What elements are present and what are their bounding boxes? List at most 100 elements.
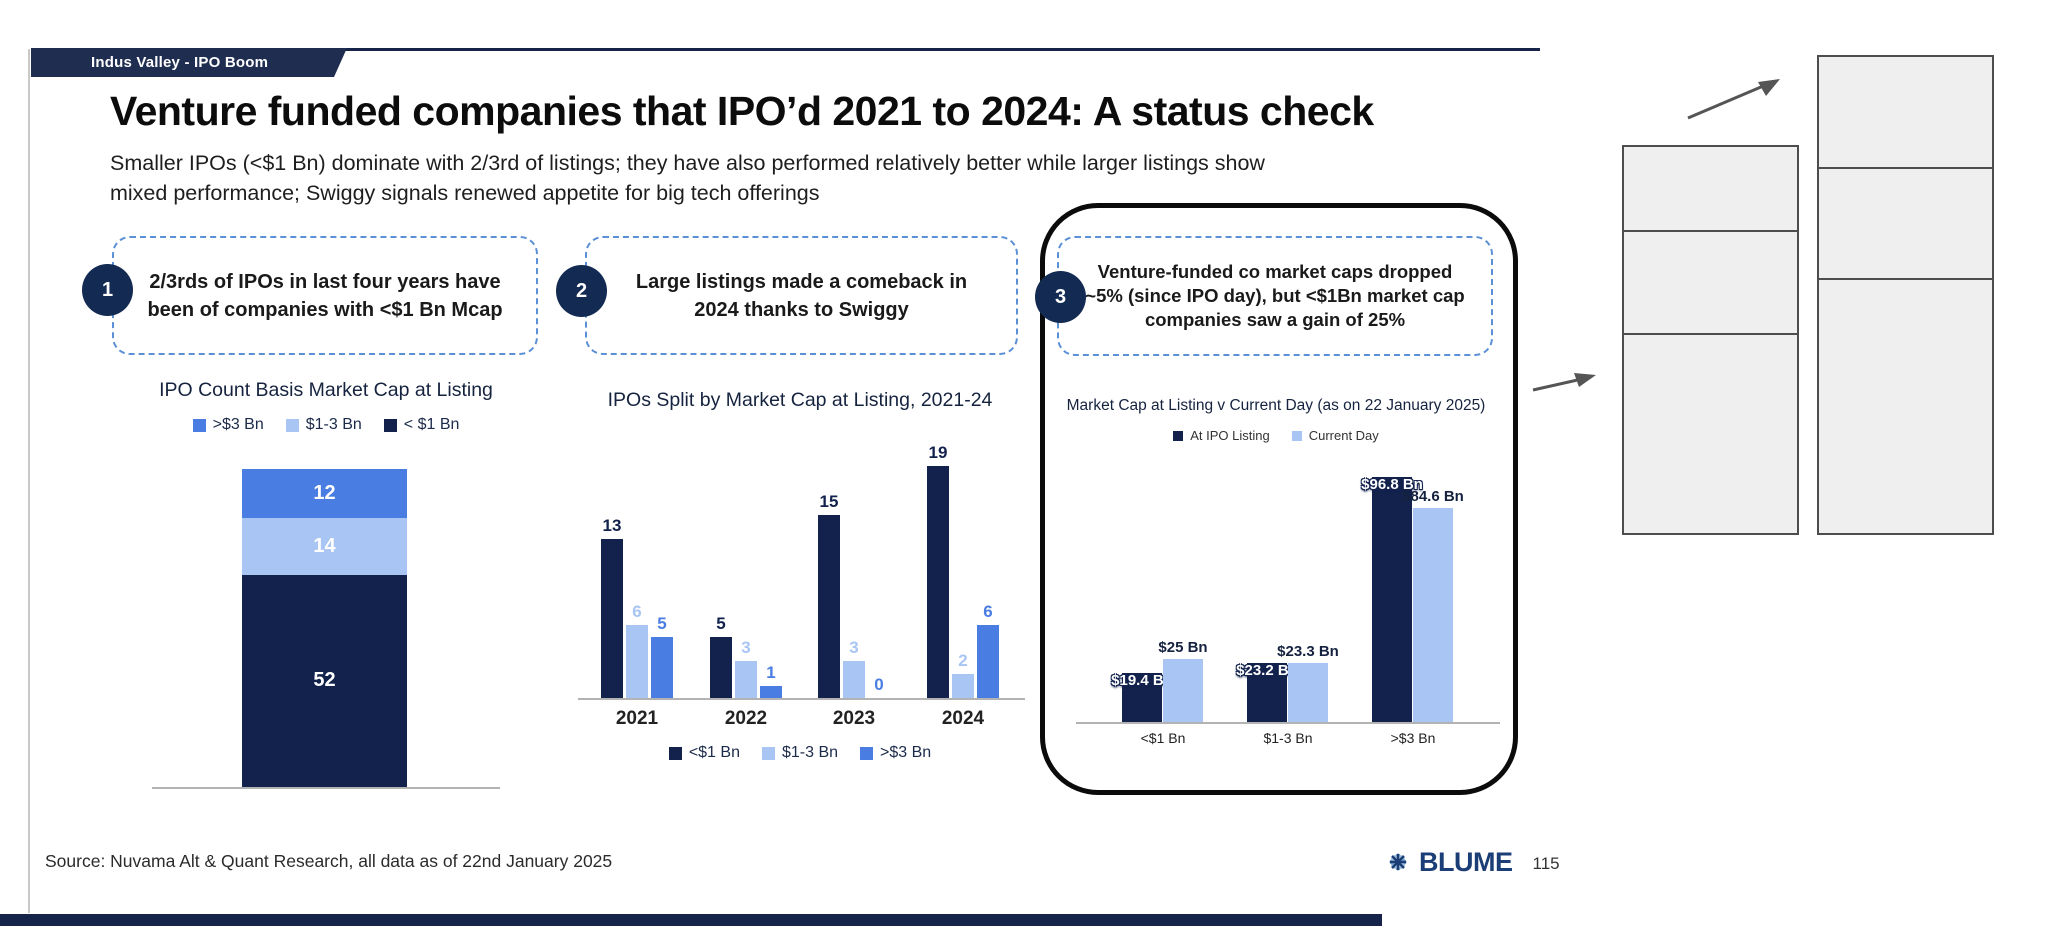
source-note: Source: Nuvama Alt & Quant Research, all… xyxy=(45,851,613,871)
callout-box-2: Large listings made a comeback in 2024 t… xyxy=(585,236,1018,355)
legend-swatch-icon xyxy=(1291,430,1302,441)
section-tab: Indus Valley - IPO Boom xyxy=(31,48,347,77)
legend-item: >$3 Bn xyxy=(192,416,264,434)
brand-name: BLUME xyxy=(1419,846,1513,877)
placeholder-cell xyxy=(1622,333,1799,535)
legend-swatch-icon xyxy=(860,746,874,760)
placeholder-column-right xyxy=(1817,55,1994,535)
chart2-bar xyxy=(818,515,840,698)
legend-swatch-icon xyxy=(761,746,775,760)
placeholder-cell xyxy=(1622,230,1799,335)
chart3-legend: At IPO Listing Current Day xyxy=(1058,428,1494,443)
chart3-bar xyxy=(1163,658,1203,722)
chart2-title: IPOs Split by Market Cap at Listing, 202… xyxy=(607,389,993,411)
chart3-title: Market Cap at Listing v Current Day (as … xyxy=(1066,397,1486,414)
footer-logo: BLUME 115 xyxy=(1383,845,1560,879)
stacked-segment: 14 xyxy=(242,517,407,575)
chart2-x-axis xyxy=(578,698,1025,700)
chart3-value-label: $84.6 Bn xyxy=(1402,487,1464,505)
legend-item: Current Day xyxy=(1291,428,1379,443)
legend-item: $1-3 Bn xyxy=(285,416,362,434)
chart2-value-label: 6 xyxy=(983,601,993,621)
chart2-bar xyxy=(952,673,974,698)
chart3-bar xyxy=(1288,663,1328,722)
chart2-bar xyxy=(626,624,648,698)
chart2-category-label: 2022 xyxy=(724,708,768,729)
legend-item: <$1 Bn xyxy=(668,744,740,762)
chart3-bar xyxy=(1413,507,1453,722)
callout-2-text: Large listings made a comeback in 2024 t… xyxy=(635,270,968,321)
chart1-legend: >$3 Bn $1-3 Bn < $1 Bn xyxy=(130,416,522,434)
chart1-x-axis xyxy=(152,787,500,789)
placeholder-cell xyxy=(1817,55,1994,169)
slide-left-border xyxy=(28,49,30,913)
callout-number-badge-1: 1 xyxy=(82,264,133,316)
chart2-category-label: 2024 xyxy=(941,708,985,729)
legend-item: < $1 Bn xyxy=(383,416,460,434)
legend-item: $1-3 Bn xyxy=(761,744,838,762)
callout-3-text: Venture-funded co market caps dropped ~5… xyxy=(1085,261,1465,330)
chart3-category-label: >$3 Bn xyxy=(1390,730,1436,746)
legend-label: Current Day xyxy=(1308,428,1379,443)
chart2-bar xyxy=(710,637,732,698)
chart2-category-label: 2021 xyxy=(615,708,659,729)
chart2-value-label: 1 xyxy=(766,662,776,682)
highlight-outline-frame xyxy=(1040,203,1518,795)
diagonal-arrow-icon xyxy=(1687,79,1780,120)
chart3-bar xyxy=(1122,672,1162,722)
chart2-bar xyxy=(977,624,999,698)
chart2-bar xyxy=(601,539,623,698)
chart3-value-label: $19.4 Bn xyxy=(1111,671,1173,689)
callout-1-text: 2/3rds of IPOs in last four years have b… xyxy=(147,270,503,321)
legend-label: < $1 Bn xyxy=(403,416,460,433)
callout-box-1: 2/3rds of IPOs in last four years have b… xyxy=(112,236,538,355)
chart3-bar xyxy=(1372,476,1412,722)
chart2-value-label: 6 xyxy=(632,601,642,621)
chart2-plot-area: 13 5 15 19 6 3 3 2 5 1 0 6 2021 2022 2023 2024 xyxy=(580,440,1023,729)
chart2-bar xyxy=(651,637,673,698)
placeholder-cell xyxy=(1817,278,1994,535)
chart2-value-label: 19 xyxy=(928,443,948,463)
callout-number-badge-2: 2 xyxy=(556,265,607,317)
chart2-value-label: 5 xyxy=(716,614,726,633)
chart1-title: IPO Count Basis Market Cap at Listing xyxy=(159,379,493,401)
chart2-value-label: 13 xyxy=(602,516,622,536)
chart3-value-label: $25 Bn xyxy=(1158,638,1208,656)
bottom-accent-bar xyxy=(0,914,1382,926)
legend-label: >$3 Bn xyxy=(880,744,932,761)
placeholder-cell xyxy=(1622,145,1799,232)
legend-label: $1-3 Bn xyxy=(305,416,362,433)
chart2-value-label: 3 xyxy=(849,638,859,658)
chart2-legend: <$1 Bn $1-3 Bn >$3 Bn xyxy=(575,744,1025,762)
legend-label: At IPO Listing xyxy=(1190,428,1270,443)
callout-box-3: Venture-funded co market caps dropped ~5… xyxy=(1057,236,1493,356)
placeholder-column-left xyxy=(1622,145,1799,535)
legend-label: >$3 Bn xyxy=(212,416,264,433)
chart2-category-label: 2023 xyxy=(832,708,876,729)
placeholder-cell xyxy=(1817,167,1994,280)
callout-number-badge-3: 3 xyxy=(1035,271,1086,323)
legend-swatch-icon xyxy=(383,418,397,432)
legend-label: <$1 Bn xyxy=(688,744,740,761)
chart2-value-label: 15 xyxy=(819,492,839,511)
chart3-category-label: <$1 Bn xyxy=(1140,730,1186,746)
legend-swatch-icon xyxy=(668,746,682,760)
chart3-category-label: $1-3 Bn xyxy=(1263,730,1313,746)
chart3-value-label: $23.2 Bn xyxy=(1236,662,1298,680)
chart2-bar xyxy=(735,661,757,698)
legend-item: At IPO Listing xyxy=(1173,428,1270,443)
chart1-stacked-bar: 12 14 52 xyxy=(242,469,407,787)
pointer-arrow-icon xyxy=(1532,373,1596,392)
chart2-bar xyxy=(843,661,865,698)
chart3-value-label: $23.3 Bn xyxy=(1277,643,1339,661)
subtitle-line-1: Smaller IPOs (<$1 Bn) dominate with 2/3r… xyxy=(110,151,1265,175)
blume-flower-icon xyxy=(1389,853,1407,871)
section-tab-label: Indus Valley - IPO Boom xyxy=(91,54,269,71)
legend-swatch-icon xyxy=(1173,430,1184,441)
stacked-segment: 12 xyxy=(242,469,407,518)
chart3-plot-area: $19.4 Bn $23.2 Bn $96.8 Bn $25 Bn $23.3 Bn $8… xyxy=(1078,460,1498,760)
chart2-value-label: 3 xyxy=(741,638,751,658)
chart2-value-label: 5 xyxy=(657,614,667,633)
legend-swatch-icon xyxy=(285,418,299,432)
legend-swatch-icon xyxy=(192,418,206,432)
